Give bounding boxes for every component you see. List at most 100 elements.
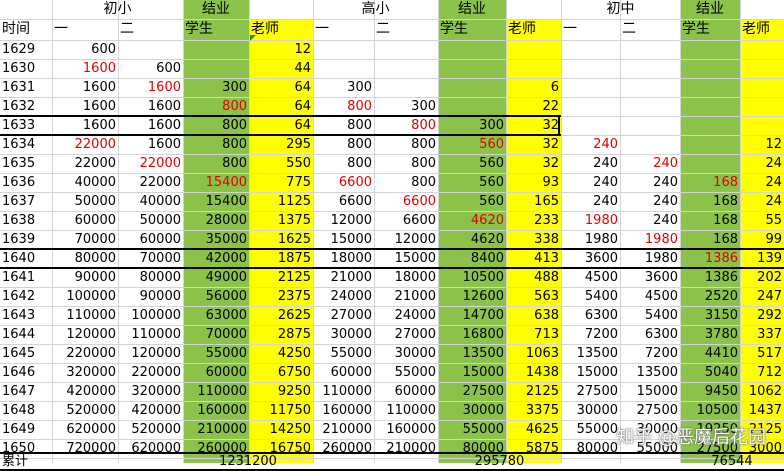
row-gridline — [0, 230, 784, 231]
value-cell: 12 — [294, 42, 311, 57]
value-cell: 15000 — [576, 365, 618, 380]
value-cell: 55000 — [330, 346, 372, 361]
value-cell — [620, 40, 680, 59]
value-cell: 22000 — [74, 137, 116, 152]
value-cell: 7200 — [584, 327, 618, 342]
year-cell: 1648 — [2, 403, 36, 418]
value-cell: 99 — [765, 232, 782, 247]
value-cell: 4500 — [644, 289, 678, 304]
value-cell: 1600 — [82, 118, 116, 133]
value-cell: 15400 — [205, 175, 247, 190]
value-cell: 620000 — [66, 422, 116, 437]
value-cell: 1980 — [584, 232, 618, 247]
value-cell: 168 — [713, 175, 738, 190]
value-cell: 80000 — [576, 441, 618, 456]
value-cell: 560 — [479, 156, 504, 171]
value-cell: 3600 — [584, 251, 618, 266]
value-cell: 30000 — [462, 403, 504, 418]
value-cell — [680, 154, 740, 173]
value-cell — [561, 40, 620, 59]
value-cell: 18000 — [330, 251, 372, 266]
column-gridline — [680, 0, 681, 463]
row-gridline — [0, 154, 784, 155]
value-cell: 27000 — [394, 327, 436, 342]
value-cell: 713 — [534, 327, 559, 342]
value-cell — [740, 116, 784, 135]
row-gridline — [0, 344, 784, 345]
watermark: 知乎 @恶魔后花园 — [616, 427, 766, 448]
value-cell: 560 — [479, 137, 504, 152]
value-cell: 4500 — [584, 270, 618, 285]
value-cell: 21000 — [394, 289, 436, 304]
value-cell: 600 — [156, 61, 181, 76]
value-cell: 6600 — [338, 194, 372, 209]
value-cell: 110000 — [131, 327, 181, 342]
value-cell: 56000 — [205, 289, 247, 304]
value-cell — [620, 135, 680, 154]
value-cell: 320000 — [66, 365, 116, 380]
value-cell: 60000 — [330, 365, 372, 380]
value-cell: 800 — [347, 118, 372, 133]
value-cell: 14250 — [269, 422, 311, 437]
value-cell — [680, 59, 740, 78]
column-gridline — [183, 0, 184, 463]
row-gridline — [0, 287, 784, 288]
value-cell — [438, 78, 506, 97]
year-cell: 1640 — [2, 251, 36, 266]
value-cell — [620, 116, 680, 135]
value-cell: 320000 — [131, 384, 181, 399]
year-cell: 1645 — [2, 346, 36, 361]
value-cell: 3375 — [525, 403, 559, 418]
value-cell: 2520 — [704, 289, 738, 304]
value-cell: 55000 — [462, 422, 504, 437]
row-gridline — [0, 439, 784, 440]
border-line — [0, 267, 784, 269]
value-cell: 1600 — [147, 80, 181, 95]
teacher-band — [506, 19, 561, 463]
value-cell: 800 — [347, 99, 372, 114]
value-cell: 110000 — [386, 403, 436, 418]
group-header: 初小 — [103, 1, 132, 17]
border-line — [0, 134, 561, 136]
column-header: 老师 — [251, 21, 279, 37]
value-cell: 19250 — [696, 422, 738, 437]
value-cell: 168 — [713, 213, 738, 228]
value-cell: 55000 — [576, 422, 618, 437]
year-cell: 1631 — [2, 80, 36, 95]
value-cell: 233 — [534, 213, 559, 228]
column-header: 学生 — [185, 21, 213, 37]
value-cell: 800 — [411, 156, 436, 171]
value-cell: 100000 — [131, 308, 181, 323]
row-gridline — [0, 401, 784, 402]
year-cell: 1643 — [2, 308, 36, 323]
value-cell — [506, 40, 561, 59]
value-cell: 5040 — [704, 365, 738, 380]
column-gridline — [249, 0, 250, 463]
value-cell — [506, 59, 561, 78]
value-cell: 1438 — [525, 365, 559, 380]
value-cell: 165 — [534, 194, 559, 209]
border-line — [0, 248, 784, 250]
value-cell — [561, 97, 620, 116]
value-cell: 15000 — [462, 365, 504, 380]
value-cell — [740, 78, 784, 97]
value-cell: 488 — [534, 270, 559, 285]
value-cell: 55 — [765, 213, 782, 228]
value-cell: 517 — [757, 346, 782, 361]
value-cell: 80000 — [139, 270, 181, 285]
value-cell: 775 — [286, 175, 311, 190]
year-cell: 1642 — [2, 289, 36, 304]
row-gridline — [0, 363, 784, 364]
value-cell: 60000 — [394, 384, 436, 399]
value-cell — [374, 40, 438, 59]
year-cell: 1649 — [2, 422, 36, 437]
value-cell: 620000 — [131, 441, 181, 456]
value-cell: 210000 — [197, 422, 247, 437]
column-header: 学生 — [682, 21, 710, 37]
value-cell: 2625 — [277, 308, 311, 323]
value-cell: 16800 — [462, 327, 504, 342]
value-cell: 9450 — [704, 384, 738, 399]
value-cell — [183, 59, 249, 78]
column-header: 一 — [315, 21, 329, 37]
